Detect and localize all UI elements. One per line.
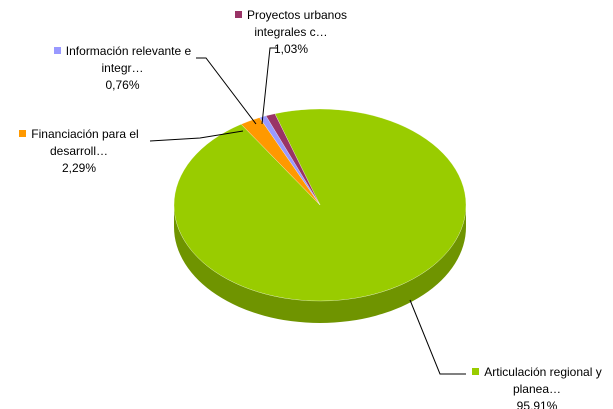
value-label: 1,03% bbox=[273, 42, 309, 56]
label: Financiación para el desarroll… 2,29% bbox=[4, 126, 154, 177]
category-label: Articulación regional y planea… bbox=[484, 365, 602, 396]
leader-line bbox=[196, 57, 257, 125]
label: Información relevante e integr… 0,76% bbox=[40, 43, 205, 94]
legend-swatch bbox=[234, 11, 242, 18]
value-label: 2,29% bbox=[61, 161, 97, 175]
legend-swatch bbox=[53, 47, 61, 54]
value-label: 0,76% bbox=[105, 78, 140, 92]
value-label: 95,91% bbox=[516, 399, 558, 409]
pie-side bbox=[174, 205, 466, 323]
leader-line bbox=[261, 47, 278, 125]
leader-line bbox=[149, 130, 244, 142]
category-label: Proyectos urbanos integrales c… bbox=[246, 8, 348, 39]
category-label: Financiación para el desarroll… bbox=[31, 127, 139, 158]
legend-swatch bbox=[19, 130, 27, 137]
label: Proyectos urbanos integrales c… 1,03% bbox=[226, 7, 356, 58]
label: Articulación regional y planea… 95,91% bbox=[462, 364, 612, 409]
category-label: Información relevante e integr… bbox=[65, 44, 192, 75]
leader-line bbox=[409, 299, 466, 375]
pie-slice bbox=[265, 113, 321, 206]
legend-swatch bbox=[472, 368, 480, 375]
